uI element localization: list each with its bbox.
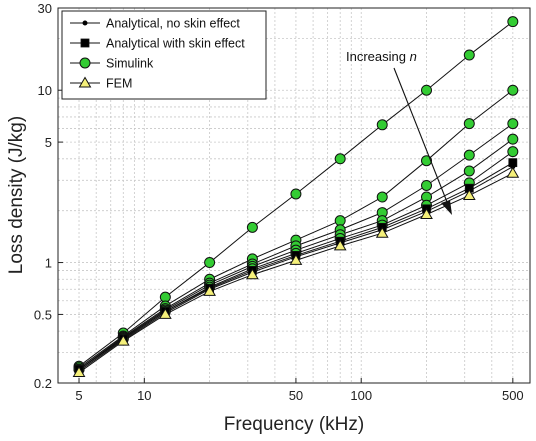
legend-marker	[79, 57, 91, 69]
data-point-series-3	[463, 149, 475, 161]
x-tick-label: 100	[350, 388, 372, 403]
y-axis-ticks: 0.2 0.5 1 5 10 30	[34, 1, 63, 391]
legend-label: Analytical, no skin effect	[106, 17, 240, 31]
series-markers	[72, 16, 520, 378]
data-point-series-2	[421, 155, 433, 167]
legend-marker	[82, 20, 88, 26]
data-point-series-1	[334, 153, 346, 165]
legend-marker	[78, 76, 92, 88]
x-tick-label: 50	[289, 388, 303, 403]
data-point-series-1	[507, 16, 519, 28]
legend-label: Simulink	[106, 57, 154, 71]
data-point-series-8	[116, 334, 130, 346]
x-axis-title: Frequency (kHz)	[224, 414, 364, 435]
legend-box	[61, 10, 267, 100]
legend-label: FEM	[106, 77, 132, 91]
data-point-series-3	[507, 118, 519, 130]
annotation-label: Increasing	[346, 49, 410, 64]
data-point-series-5	[507, 146, 519, 158]
data-point-series-1	[376, 119, 388, 131]
data-point-series-8	[462, 188, 476, 200]
annotation-arrow-head	[441, 200, 452, 215]
x-axis-ticks: 5 10 50 100 500	[75, 378, 524, 403]
y-tick-label: 0.5	[34, 307, 52, 322]
data-point-series-4	[507, 133, 519, 145]
y-tick-label: 5	[45, 135, 52, 150]
data-point-series-1	[421, 84, 433, 96]
x-tick-label: 5	[75, 388, 82, 403]
data-point-series-8	[333, 239, 347, 251]
data-point-series-4	[463, 165, 475, 177]
x-tick-label: 10	[137, 388, 151, 403]
legend-marker	[80, 38, 90, 48]
data-point-series-2	[334, 215, 346, 227]
data-point-series-8	[289, 253, 303, 265]
data-point-series-2	[463, 118, 475, 130]
y-tick-label: 10	[38, 83, 52, 98]
data-point-series-8	[246, 268, 259, 280]
data-point-series-2	[376, 191, 388, 203]
data-point-series-1	[290, 188, 302, 200]
y-tick-label: 30	[38, 1, 52, 16]
annotation-variable: n	[410, 49, 417, 64]
data-point-series-8	[506, 166, 520, 178]
y-tick-label: 1	[45, 256, 52, 271]
data-point-series-8	[375, 226, 389, 238]
data-point-series-1	[204, 257, 216, 269]
data-point-series-2	[507, 84, 519, 96]
y-axis-title: Loss density (J/kg)	[6, 116, 27, 274]
data-point-series-1	[246, 221, 258, 233]
plot-border	[57, 7, 531, 384]
data-point-series-8	[72, 366, 86, 378]
data-point-series-1	[463, 49, 475, 61]
data-point-series-8	[420, 208, 433, 220]
legend-label: Analytical with skin effect	[106, 37, 245, 51]
annotation: Increasing n	[346, 49, 452, 215]
legend-items: Analytical, no skin effect Analytical wit…	[70, 17, 245, 91]
data-point-series-8	[203, 284, 216, 296]
x-tick-label: 500	[502, 388, 524, 403]
annotation-arrow-shaft	[393, 67, 450, 208]
legend: Analytical, no skin effect Analytical wit…	[61, 10, 267, 100]
data-point-series-3	[421, 179, 433, 191]
annotation-text: Increasing n	[346, 49, 417, 64]
data-point-series-8	[158, 307, 172, 319]
y-tick-label: 0.2	[34, 376, 52, 391]
